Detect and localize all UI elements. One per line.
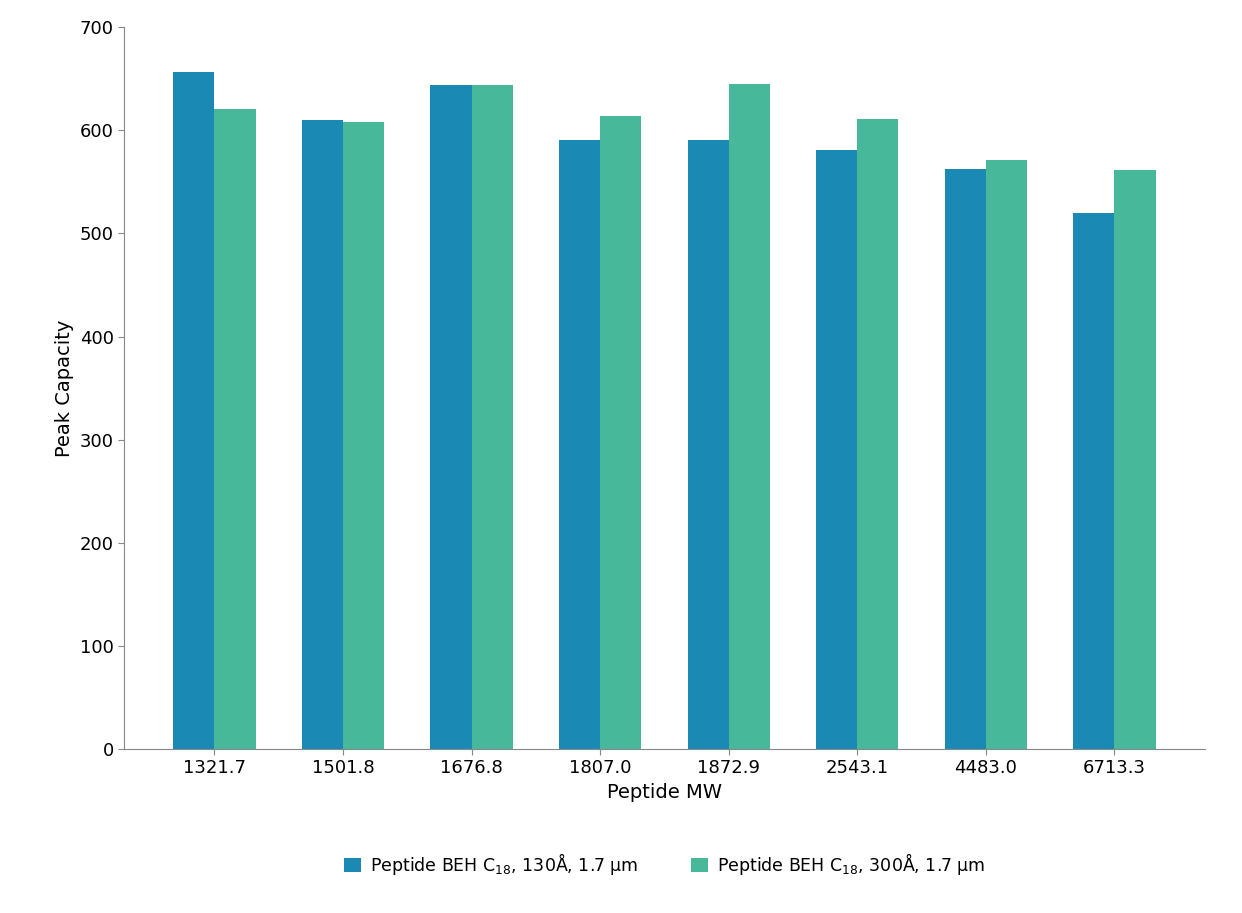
Bar [986, 161, 1027, 749]
Bar [600, 116, 641, 749]
Legend: Peptide BEH C$_{18}$, 130Å, 1.7 µm, Peptide BEH C$_{18}$, 300Å, 1.7 µm: Peptide BEH C$_{18}$, 130Å, 1.7 µm, Pept… [337, 844, 992, 884]
Bar [215, 109, 256, 749]
Bar [559, 140, 600, 749]
Bar [1114, 170, 1155, 749]
Bar [431, 85, 472, 749]
Bar [857, 119, 898, 749]
Bar [1073, 213, 1114, 749]
Bar [343, 122, 384, 749]
Bar [729, 84, 770, 749]
Bar [688, 140, 729, 749]
Bar [472, 85, 513, 749]
Bar [302, 121, 343, 749]
X-axis label: Peptide MW: Peptide MW [607, 782, 722, 802]
Bar [945, 169, 986, 749]
Y-axis label: Peak Capacity: Peak Capacity [55, 320, 75, 456]
Bar [816, 150, 857, 749]
Bar [174, 72, 215, 749]
